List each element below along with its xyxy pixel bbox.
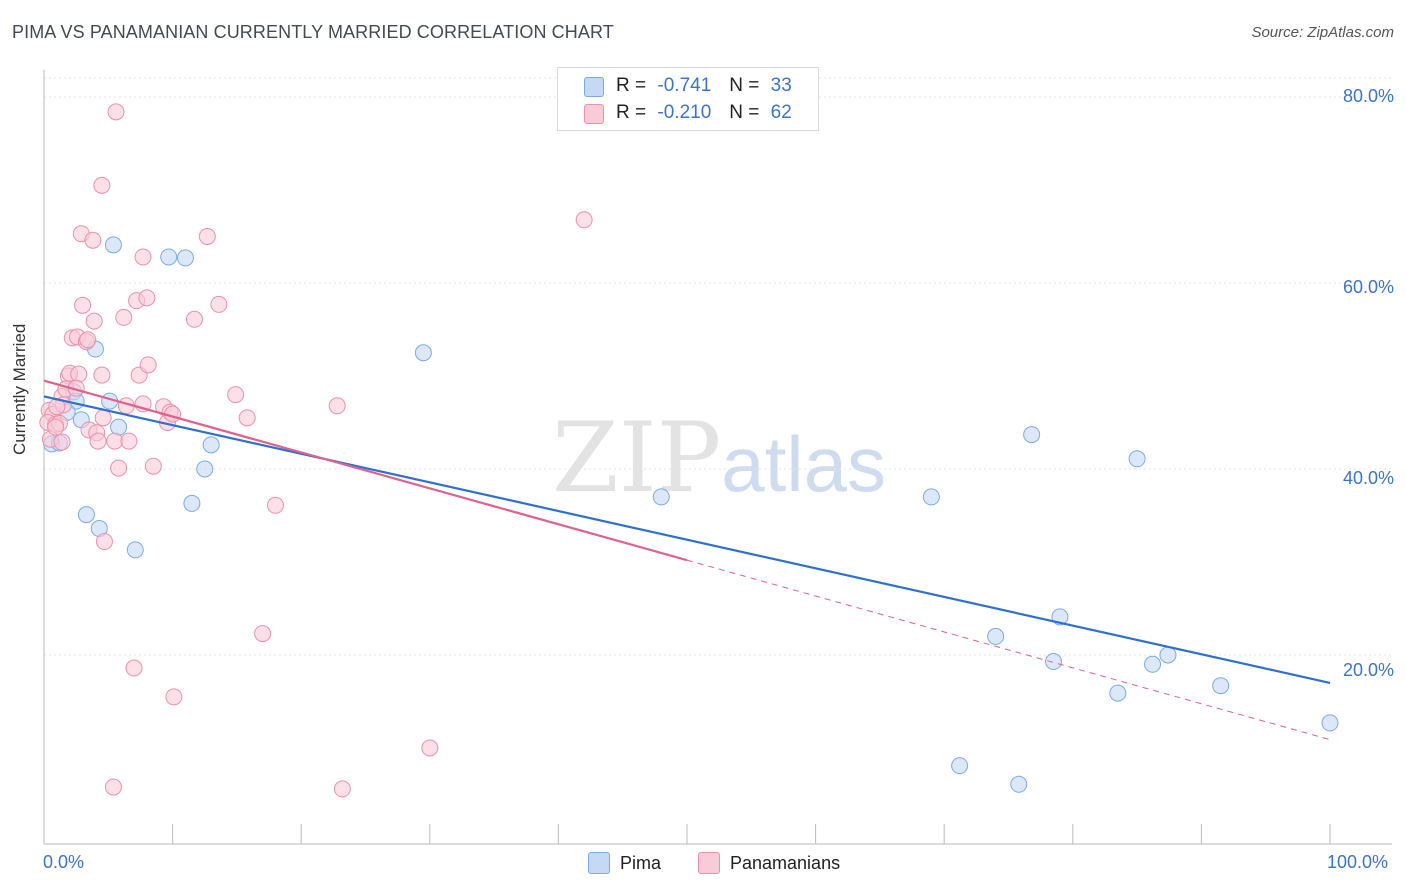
series-legend-swatch-panamanians [698, 852, 720, 874]
legend-n-label: N = [729, 75, 760, 96]
x-tick-label-min: 0.0% [43, 852, 85, 872]
y-tick-label-20: 20.0% [1342, 660, 1394, 680]
legend-r-label: R = [616, 75, 647, 96]
point-panamanians-54 [125, 659, 143, 677]
legend-swatch-panamanians [584, 104, 604, 124]
point-panamanians-12 [185, 310, 203, 328]
point-pima-7 [104, 236, 122, 254]
legend-row-panamanians: R = -0.210 N = 62 [616, 102, 792, 124]
point-panamanians-50 [266, 496, 284, 514]
point-pima-21 [1128, 450, 1146, 468]
point-pima-15 [196, 460, 214, 478]
watermark-atlas: atlas [721, 420, 886, 508]
y-tick-label-60: 60.0% [1342, 277, 1394, 297]
point-panamanians-57 [104, 778, 122, 796]
series-legend-panamanians: Panamanians [698, 852, 840, 874]
x-tick-label-max: 100.0% [1327, 852, 1389, 872]
point-pima-27 [1159, 646, 1177, 664]
point-pima-24 [1045, 653, 1063, 671]
trend-line-panamanians [43, 379, 688, 562]
watermark-zip: ZIP [552, 402, 722, 514]
series-legend-label-panamanians: Panamanians [730, 852, 841, 873]
y-axis-label: Currently Married [10, 323, 29, 455]
point-pima-19 [922, 488, 940, 506]
watermark: ZIPatlas [552, 402, 886, 514]
point-pima-17 [414, 344, 432, 362]
series-legend-swatch-pima [588, 852, 610, 874]
series-legend-label-pima: Pima [620, 852, 662, 873]
legend-swatch-pima [584, 77, 604, 97]
point-pima-5 [77, 506, 95, 524]
legend-n-value-pima: 33 [770, 75, 792, 96]
point-panamanians-0 [107, 103, 125, 121]
y-tick-label-40: 40.0% [1342, 468, 1394, 488]
point-pima-12 [160, 248, 178, 266]
point-pima-25 [1109, 684, 1127, 702]
point-panamanians-52 [575, 211, 593, 229]
chart-title: PIMA VS PANAMANIAN CURRENTLY MARRIED COR… [12, 22, 614, 42]
point-pima-30 [1010, 775, 1028, 793]
point-panamanians-37 [94, 409, 112, 427]
point-panamanians-3 [84, 231, 102, 249]
legend-r-value-pima: -0.741 [657, 75, 712, 96]
legend-n-label: N = [729, 102, 760, 123]
point-pima-23 [987, 627, 1005, 645]
point-panamanians-43 [53, 433, 71, 451]
point-panamanians-53 [254, 625, 272, 643]
stats-legend: R = -0.741 N = 33 R = -0.210 N = 62 [557, 67, 819, 131]
legend-r-label: R = [616, 102, 647, 123]
legend-r-value-panamanians: -0.210 [657, 102, 712, 123]
point-panamanians-58 [333, 780, 351, 798]
source-credit: Source: ZipAtlas.com [1251, 24, 1394, 41]
point-panamanians-61 [47, 418, 65, 436]
point-pima-14 [183, 494, 201, 512]
series-legend-pima: Pima [588, 852, 661, 874]
legend-n-value-panamanians: 62 [770, 102, 792, 123]
point-panamanians-55 [165, 688, 183, 706]
point-panamanians-22 [139, 356, 157, 374]
point-pima-28 [1212, 677, 1230, 695]
point-panamanians-20 [93, 366, 111, 384]
point-panamanians-46 [120, 432, 138, 450]
point-pima-20 [1023, 426, 1041, 444]
y-tick-label-80: 80.0% [1342, 86, 1394, 106]
point-pima-16 [202, 436, 220, 454]
point-panamanians-8 [138, 289, 156, 307]
trend-line-pima [43, 395, 1331, 684]
point-panamanians-39 [238, 409, 256, 427]
point-pima-18 [652, 488, 670, 506]
point-panamanians-9 [210, 295, 228, 313]
point-panamanians-45 [106, 432, 124, 450]
point-panamanians-6 [74, 296, 92, 314]
point-panamanians-48 [110, 459, 128, 477]
legend-row-pima: R = -0.741 N = 33 [616, 75, 792, 97]
point-panamanians-33 [328, 397, 346, 415]
point-pima-8 [110, 418, 128, 436]
point-panamanians-1 [93, 176, 111, 194]
trend-line-extension-panamanians [686, 559, 1331, 741]
point-pima-29 [951, 757, 969, 775]
point-panamanians-5 [134, 248, 152, 266]
point-pima-31 [1321, 714, 1339, 732]
point-pima-11 [126, 541, 144, 559]
point-panamanians-11 [115, 308, 133, 326]
point-panamanians-16 [79, 331, 97, 349]
point-panamanians-25 [227, 386, 245, 404]
point-panamanians-44 [89, 432, 107, 450]
point-panamanians-56 [421, 739, 439, 757]
point-panamanians-51 [95, 533, 113, 551]
point-panamanians-49 [144, 457, 162, 475]
point-panamanians-19 [70, 365, 88, 383]
point-panamanians-4 [198, 228, 216, 245]
point-panamanians-10 [85, 312, 103, 330]
point-pima-26 [1144, 655, 1162, 673]
point-pima-13 [176, 249, 194, 267]
